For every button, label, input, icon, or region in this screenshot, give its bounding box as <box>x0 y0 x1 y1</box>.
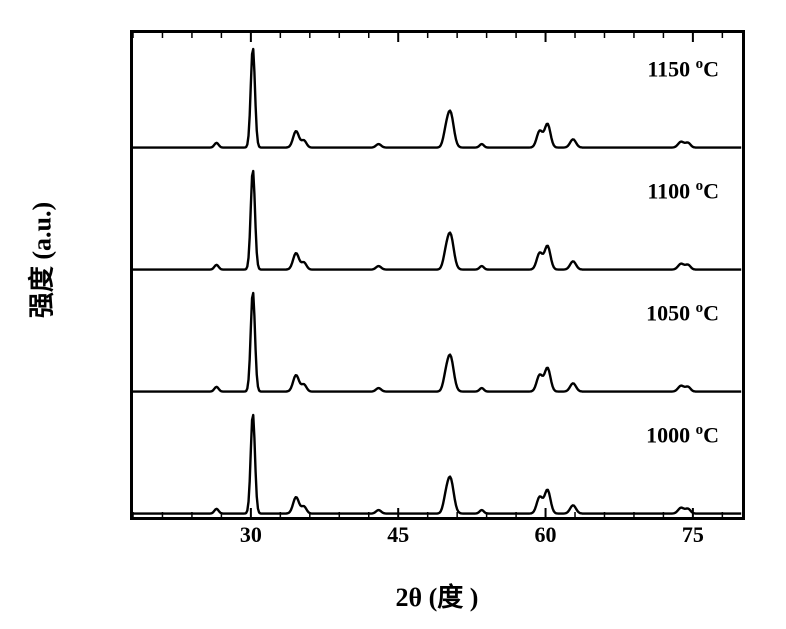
series-label: 1100 oC <box>647 178 719 204</box>
x-tick-label: 75 <box>682 522 704 548</box>
series-label: 1050 oC <box>646 300 719 326</box>
x-tick-label: 45 <box>387 522 409 548</box>
y-axis-label: 强度 (a.u.) <box>22 202 59 318</box>
series-label: 1000 oC <box>646 422 719 448</box>
x-tick-label: 60 <box>535 522 557 548</box>
x-tick-label: 30 <box>240 522 262 548</box>
series-label: 1150 oC <box>647 56 719 82</box>
x-axis-label: 2θ (度 ) <box>396 577 479 614</box>
